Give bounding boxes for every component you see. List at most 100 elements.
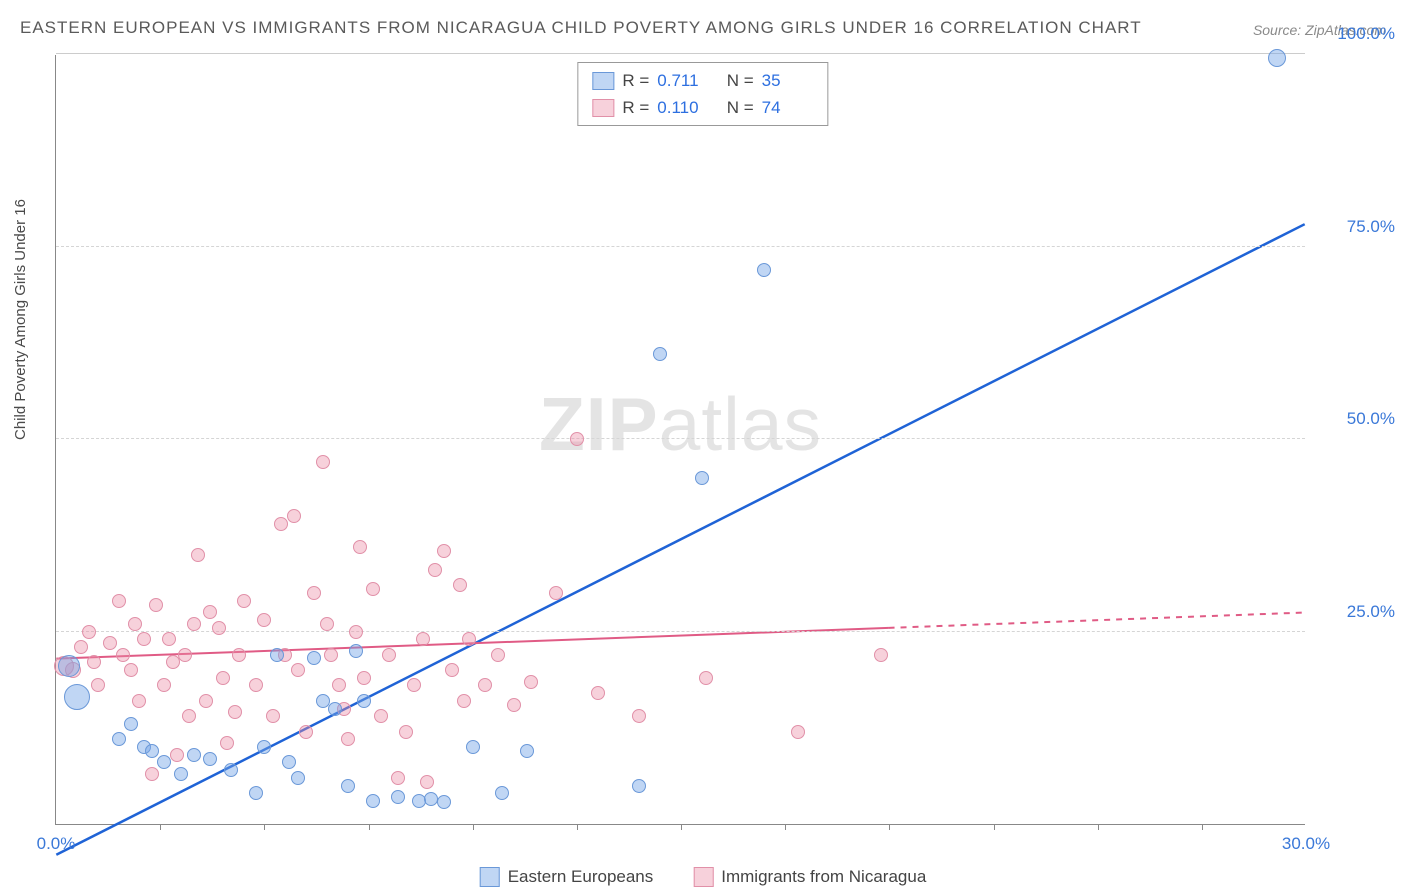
scatter-point (249, 786, 263, 800)
scatter-point (199, 694, 213, 708)
scatter-point (91, 678, 105, 692)
scatter-plot-area: ZIPatlas 25.0%50.0%75.0%100.0%0.0%30.0% (55, 55, 1305, 825)
stat-swatch (592, 72, 614, 90)
scatter-point (112, 594, 126, 608)
scatter-point (332, 678, 346, 692)
stat-swatch (592, 99, 614, 117)
scatter-point (349, 625, 363, 639)
legend-swatch (480, 867, 500, 887)
scatter-point (203, 752, 217, 766)
scatter-point (632, 779, 646, 793)
y-tick-label: 100.0% (1310, 24, 1395, 44)
scatter-point (320, 617, 334, 631)
scatter-point (124, 663, 138, 677)
scatter-point (224, 763, 238, 777)
x-minor-tick (681, 824, 682, 830)
legend-swatch (693, 867, 713, 887)
x-minor-tick (369, 824, 370, 830)
stat-n-label: N = (717, 94, 753, 121)
watermark-atlas: atlas (659, 382, 822, 466)
trend-lines-layer (56, 55, 1305, 824)
scatter-point (653, 347, 667, 361)
scatter-point (162, 632, 176, 646)
scatter-point (632, 709, 646, 723)
scatter-point (216, 671, 230, 685)
scatter-point (58, 655, 80, 677)
scatter-point (182, 709, 196, 723)
scatter-point (178, 648, 192, 662)
gridline-h (56, 53, 1305, 54)
scatter-point (416, 632, 430, 646)
gridline-h (56, 631, 1305, 632)
scatter-point (391, 790, 405, 804)
trend-line (889, 613, 1305, 628)
scatter-point (257, 613, 271, 627)
scatter-point (149, 598, 163, 612)
scatter-point (399, 725, 413, 739)
scatter-point (324, 648, 338, 662)
scatter-point (699, 671, 713, 685)
scatter-point (282, 755, 296, 769)
scatter-point (874, 648, 888, 662)
scatter-point (299, 725, 313, 739)
x-tick-label: 30.0% (1282, 834, 1330, 854)
scatter-point (366, 582, 380, 596)
stat-n-value: 74 (762, 94, 814, 121)
legend-label: Immigrants from Nicaragua (721, 867, 926, 887)
scatter-point (228, 705, 242, 719)
gridline-h (56, 246, 1305, 247)
stat-n-value: 35 (762, 67, 814, 94)
scatter-point (307, 651, 321, 665)
x-minor-tick (889, 824, 890, 830)
scatter-point (791, 725, 805, 739)
scatter-point (157, 678, 171, 692)
legend-label: Eastern Europeans (508, 867, 654, 887)
watermark-zip: ZIP (539, 382, 659, 466)
x-minor-tick (1202, 824, 1203, 830)
scatter-point (137, 632, 151, 646)
x-tick-label: 0.0% (37, 834, 76, 854)
scatter-point (116, 648, 130, 662)
trend-line (56, 224, 1304, 855)
x-minor-tick (577, 824, 578, 830)
stat-row: R =0.110 N =74 (592, 94, 813, 121)
scatter-point (316, 455, 330, 469)
scatter-point (64, 684, 90, 710)
scatter-point (341, 732, 355, 746)
scatter-point (112, 732, 126, 746)
scatter-point (357, 671, 371, 685)
stat-r-value: 0.711 (657, 67, 709, 94)
scatter-point (491, 648, 505, 662)
scatter-point (145, 767, 159, 781)
y-tick-label: 25.0% (1310, 602, 1395, 622)
scatter-point (266, 709, 280, 723)
stat-row: R =0.711 N =35 (592, 67, 813, 94)
scatter-point (520, 744, 534, 758)
scatter-point (437, 795, 451, 809)
scatter-point (128, 617, 142, 631)
scatter-point (124, 717, 138, 731)
scatter-point (74, 640, 88, 654)
scatter-point (191, 548, 205, 562)
chart-title: EASTERN EUROPEAN VS IMMIGRANTS FROM NICA… (20, 18, 1142, 38)
scatter-point (445, 663, 459, 677)
scatter-point (457, 694, 471, 708)
scatter-point (203, 605, 217, 619)
gridline-h (56, 438, 1305, 439)
scatter-point (274, 517, 288, 531)
scatter-point (249, 678, 263, 692)
scatter-point (237, 594, 251, 608)
stat-r-label: R = (622, 94, 649, 121)
scatter-point (374, 709, 388, 723)
stat-r-label: R = (622, 67, 649, 94)
scatter-point (287, 509, 301, 523)
scatter-point (187, 617, 201, 631)
scatter-point (174, 767, 188, 781)
scatter-point (349, 644, 363, 658)
scatter-point (570, 432, 584, 446)
scatter-point (453, 578, 467, 592)
scatter-point (524, 675, 538, 689)
scatter-point (382, 648, 396, 662)
scatter-point (549, 586, 563, 600)
scatter-point (357, 694, 371, 708)
